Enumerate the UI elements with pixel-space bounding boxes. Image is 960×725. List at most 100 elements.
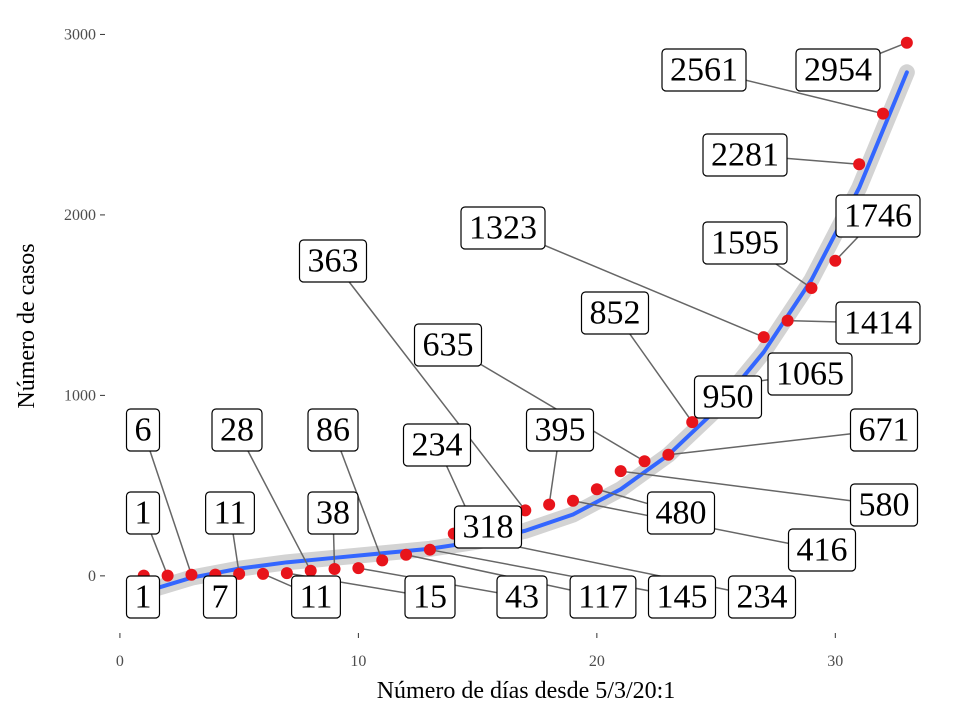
label-box <box>307 491 359 535</box>
label-text: 117 <box>578 579 628 616</box>
point <box>686 416 699 429</box>
label-text: 6 <box>135 412 152 449</box>
x-tick-label: 0 <box>116 653 124 670</box>
x-tick-label: 30 <box>827 653 843 670</box>
label-text: 1323 <box>469 210 537 247</box>
label-box <box>404 575 456 619</box>
label-box <box>291 575 341 619</box>
label-connector <box>620 470 885 506</box>
label-connector <box>668 429 885 456</box>
point <box>304 564 317 577</box>
label-text: 2954 <box>804 52 872 89</box>
data-label: 1323 <box>460 206 546 250</box>
label-text: 1595 <box>711 225 779 262</box>
y-tick-label: 1000 <box>64 387 96 404</box>
point <box>614 465 627 478</box>
label-box <box>702 133 788 177</box>
x-tick-label: 10 <box>350 653 366 670</box>
label-text: 1 <box>135 579 152 616</box>
label-text: 363 <box>308 243 359 280</box>
label-text: 86 <box>316 412 350 449</box>
label-text: 852 <box>590 295 641 332</box>
label-box <box>460 206 546 250</box>
point <box>328 563 341 575</box>
label-connector <box>429 548 683 598</box>
label-box <box>661 48 747 92</box>
label-text: 11 <box>214 495 247 532</box>
label-text: 416 <box>797 532 848 569</box>
label-text: 234 <box>737 579 788 616</box>
label-box <box>496 575 548 619</box>
label-box <box>211 408 263 452</box>
label-connector <box>142 429 193 576</box>
y-axis-title: Número de casos <box>14 243 40 408</box>
point <box>280 567 293 580</box>
data-label: 15 <box>404 575 456 619</box>
label-box <box>525 408 595 452</box>
label-box <box>202 575 238 619</box>
point <box>185 568 198 581</box>
data-label: 635 <box>413 323 483 367</box>
label-box <box>727 575 797 619</box>
label-text: 580 <box>859 487 910 524</box>
data-label: 145 <box>647 575 717 619</box>
data-label: 1414 <box>835 301 921 345</box>
data-label: 234 <box>727 575 797 619</box>
label-box <box>702 221 788 265</box>
data-label: 2954 <box>795 48 881 92</box>
point <box>805 282 818 295</box>
label-text: 2561 <box>670 52 738 89</box>
data-label: 1746 <box>835 194 921 238</box>
data-label: 363 <box>298 239 368 283</box>
x-axis-title: Número de días desde 5/3/20:1 <box>377 678 676 704</box>
data-label: 395 <box>525 408 595 452</box>
label-text: 15 <box>413 579 447 616</box>
label-box <box>453 505 523 549</box>
data-label: 1065 <box>767 352 853 396</box>
y-tick-label: 2000 <box>64 207 96 224</box>
label-box <box>205 491 255 535</box>
label-box <box>125 408 161 452</box>
label-text: 1 <box>135 495 152 532</box>
label-box <box>647 575 717 619</box>
data-label: 2281 <box>702 133 788 177</box>
point <box>257 567 269 580</box>
label-connector <box>236 429 312 572</box>
label-connector <box>332 260 526 511</box>
data-label: 852 <box>580 291 650 335</box>
label-text: 7 <box>212 579 229 616</box>
data-label: 2561 <box>661 48 747 92</box>
fit-line <box>141 70 909 595</box>
data-label: 6 <box>125 408 161 452</box>
label-text: 145 <box>657 579 708 616</box>
label-box <box>580 291 650 335</box>
label-text: 318 <box>463 509 514 546</box>
data-label: 950 <box>693 375 763 419</box>
point <box>853 158 866 171</box>
point <box>567 494 579 507</box>
label-box <box>693 375 763 419</box>
data-label: 416 <box>787 528 857 572</box>
label-box <box>849 408 919 452</box>
data-label: 43 <box>496 575 548 619</box>
label-text: 671 <box>859 412 910 449</box>
data-label: 86 <box>307 408 359 452</box>
label-box <box>413 323 483 367</box>
label-box <box>125 575 161 619</box>
label-box <box>307 408 359 452</box>
point <box>781 314 794 327</box>
label-text: 635 <box>423 327 474 364</box>
label-box <box>787 528 857 572</box>
label-text: 43 <box>505 579 539 616</box>
label-box <box>569 575 637 619</box>
data-label: 28 <box>211 408 263 452</box>
label-text: 1414 <box>844 305 912 342</box>
label-box <box>849 483 919 527</box>
label-text: 11 <box>300 579 333 616</box>
point <box>161 569 174 582</box>
label-text: 950 <box>703 379 754 416</box>
label-text: 38 <box>316 495 350 532</box>
point <box>376 554 389 567</box>
